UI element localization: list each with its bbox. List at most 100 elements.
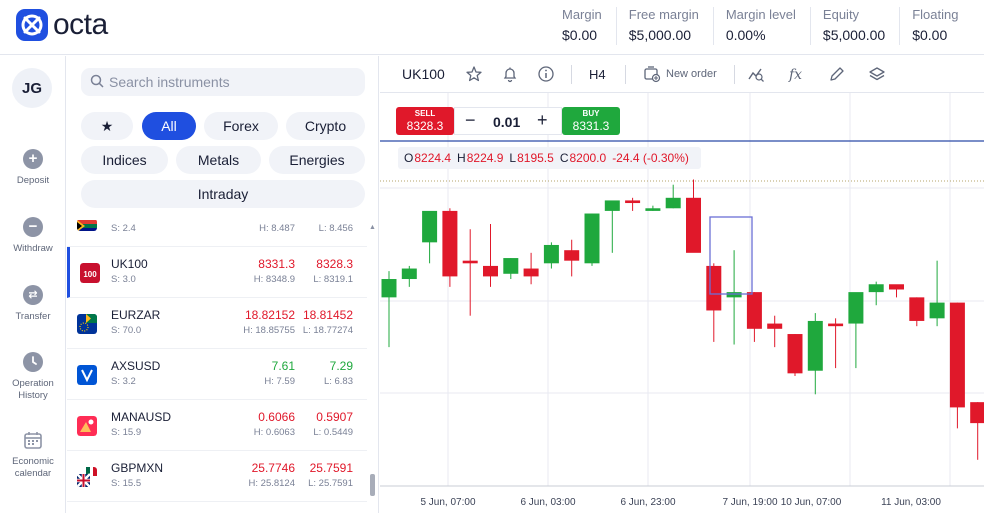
info-icon[interactable]	[537, 65, 555, 83]
list-scrollbar[interactable]	[370, 474, 375, 496]
candle-body	[848, 292, 864, 324]
low: L: 0.5449	[313, 427, 353, 438]
candle-body	[523, 268, 539, 277]
instrument-row-manausd[interactable]: MANAUSD S: 15.9 0.6066 0.5907 H: 0.6063 …	[67, 400, 367, 451]
avatar[interactable]: JG	[12, 68, 52, 108]
rail-item-transfer[interactable]: ⇄ Transfer	[0, 285, 66, 323]
symbol: AXSUSD	[111, 359, 161, 373]
rail-item-withdraw[interactable]: − Withdraw	[0, 217, 66, 255]
ask-price: 8328.3	[316, 257, 353, 271]
layers-icon[interactable]	[868, 65, 886, 83]
bell-icon[interactable]	[501, 65, 519, 83]
x-tick-label: 6 Jun, 23:00	[620, 497, 675, 508]
ohlc-close: 8200.0	[569, 151, 607, 165]
bid-price: 18.82152	[244, 308, 295, 322]
quantity-value[interactable]: 0.01	[493, 114, 521, 130]
instrument-list: S: 2.4 H: 8.487 L: 8.456 100 UK100 S: 3.…	[67, 216, 367, 513]
new-order-label: New order	[666, 68, 717, 80]
candle-body	[503, 258, 519, 274]
chart-symbol[interactable]: UK100	[402, 66, 445, 82]
filter-forex[interactable]: Forex	[204, 112, 278, 140]
filter-all[interactable]: All	[142, 112, 196, 140]
mana-icon	[77, 416, 97, 436]
candle-body	[706, 265, 722, 311]
stat-label: Free margin	[628, 7, 699, 22]
candle-body	[686, 197, 701, 253]
scroll-up-arrow-icon[interactable]: ▲	[369, 224, 376, 231]
ohlc-high-key: H	[457, 151, 466, 165]
bid-price: 8331.3	[258, 257, 295, 271]
instrument-row-eurzar[interactable]: EURZAR S: 70.0 18.82152 18.81452 H: 18.8…	[67, 298, 367, 349]
rail-label: Operation History	[12, 378, 54, 401]
search-box[interactable]	[81, 68, 365, 96]
octa-logo[interactable]: octa	[16, 9, 108, 41]
spread: S: 3.0	[111, 274, 136, 285]
candle-body	[381, 279, 397, 298]
instrument-row[interactable]: S: 2.4 H: 8.487 L: 8.456	[67, 216, 367, 247]
candle-body	[625, 200, 641, 204]
quantity-plus-button[interactable]: +	[537, 110, 548, 130]
instrument-row-uk100[interactable]: 100 UK100 S: 3.0 8331.3 8328.3 H: 8348.9…	[67, 247, 367, 298]
candle-body	[767, 323, 783, 329]
filter-favorites[interactable]: ★	[81, 112, 133, 140]
candle-body	[868, 284, 884, 293]
gbpmxn-flag-icon	[77, 467, 97, 487]
filter-energies[interactable]: Energies	[269, 146, 365, 174]
account-stats: Margin $0.00 Free margin $5,000.00 Margi…	[550, 7, 972, 45]
uk100-icon: 100	[80, 263, 100, 283]
indicators-icon[interactable]	[747, 65, 765, 83]
selection-rectangle	[709, 216, 753, 295]
filter-intraday[interactable]: Intraday	[81, 180, 365, 208]
x-tick-label: 5 Jun, 07:00	[420, 497, 475, 508]
ask-price: 18.81452	[302, 308, 353, 322]
rail-item-operation-history[interactable]: Operation History	[0, 352, 66, 402]
rail-item-deposit[interactable]: + Deposit	[0, 149, 66, 187]
eurzar-flag-icon	[77, 314, 97, 334]
svg-text:fx: fx	[788, 67, 802, 83]
sell-price: 8328.3	[406, 119, 444, 133]
ohlc-low: 8195.5	[517, 151, 554, 165]
za-flag-icon	[77, 219, 97, 231]
high: H: 8.487	[259, 223, 295, 234]
axs-icon	[77, 365, 97, 385]
spread: S: 70.0	[111, 325, 142, 336]
toolbar-divider	[734, 65, 735, 84]
pencil-icon[interactable]	[828, 65, 846, 83]
toolbar-divider	[625, 65, 626, 84]
filter-indices[interactable]: Indices	[81, 146, 168, 174]
candle-body	[726, 292, 742, 298]
candle-body	[787, 334, 803, 374]
quantity-minus-button[interactable]: −	[465, 110, 476, 130]
filter-metals[interactable]: Metals	[176, 146, 261, 174]
search-input[interactable]	[109, 72, 349, 92]
spread: S: 15.5	[111, 478, 142, 489]
high: H: 25.8124	[248, 478, 295, 489]
symbol: MANAUSD	[111, 410, 172, 424]
price-chart[interactable]: 5 Jun, 07:00 6 Jun, 03:00 6 Jun, 23:00 7 Ju…	[380, 93, 984, 513]
function-icon[interactable]: fx	[788, 65, 806, 83]
rail-item-economic-calendar[interactable]: Economic calendar	[0, 430, 66, 480]
candle-body	[807, 320, 823, 371]
svg-text:100: 100	[83, 270, 97, 279]
symbol: EURZAR	[111, 308, 161, 322]
instrument-row-gbpmxn[interactable]: GBPMXN S: 15.5 25.7746 25.7591 H: 25.812…	[67, 451, 367, 502]
stat-value: 0.00%	[725, 27, 766, 43]
stat-value: $5,000.00	[628, 27, 692, 43]
sell-button[interactable]: SELL 8328.3	[396, 107, 454, 135]
rail-label: Deposit	[16, 175, 50, 186]
high: H: 0.6063	[253, 427, 295, 438]
filter-crypto[interactable]: Crypto	[286, 112, 365, 140]
candle-body	[422, 210, 438, 243]
candle-body	[584, 213, 600, 264]
rail-label: Transfer	[15, 311, 51, 322]
ask-price: 0.5907	[316, 410, 353, 424]
symbol: GBPMXN	[111, 461, 164, 475]
timeframe-selector[interactable]: H4	[589, 67, 606, 82]
buy-button[interactable]: BUY 8331.3	[562, 107, 620, 135]
ohlc-change: -24.4 (-0.30%)	[612, 151, 689, 165]
low: L: 25.7591	[308, 478, 353, 489]
candle-body	[604, 200, 620, 211]
instrument-row-axsusd[interactable]: AXSUSD S: 3.2 7.61 7.29 H: 7.59 L: 6.83	[67, 349, 367, 400]
candle-body	[949, 302, 965, 408]
star-icon[interactable]	[465, 65, 483, 83]
